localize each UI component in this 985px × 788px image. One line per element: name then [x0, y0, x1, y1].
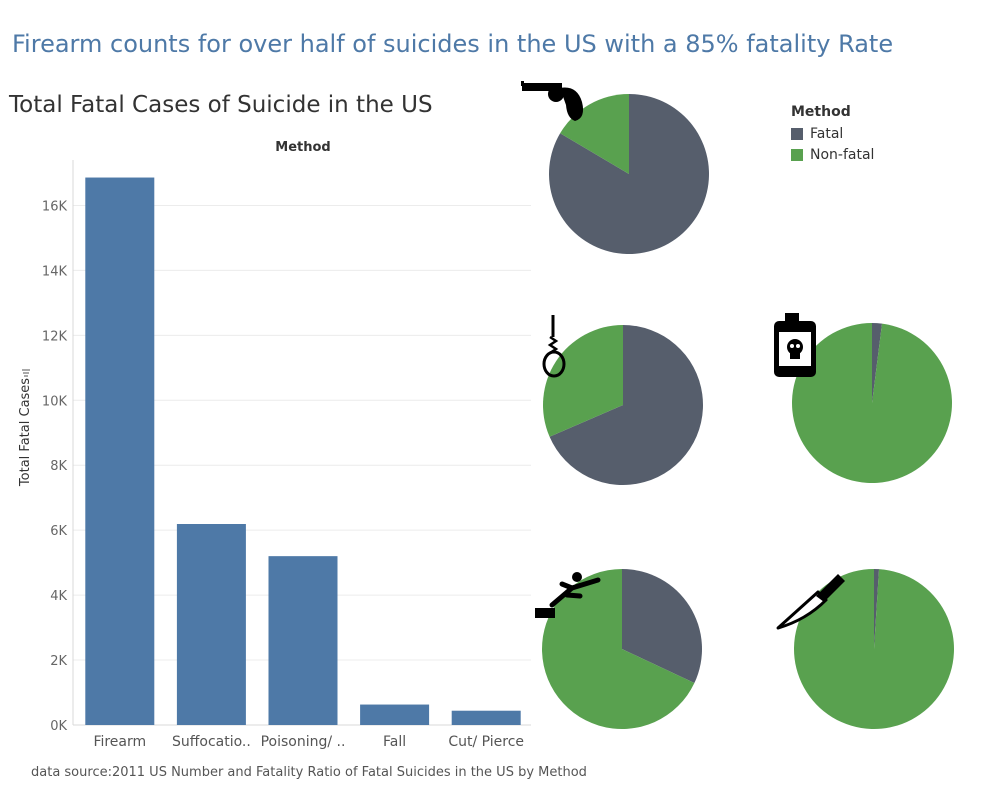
person-head — [572, 572, 582, 582]
x-tick-label: Suffocatio.. — [172, 734, 251, 750]
pie-slice-fatal — [622, 569, 703, 684]
y-tick-label: 10K — [42, 394, 68, 409]
legend-label-fatal: Fatal — [810, 125, 844, 142]
skull-jaw — [790, 352, 800, 359]
noose-icon — [542, 315, 566, 378]
knife-icon — [776, 574, 845, 630]
legend-title: Method — [791, 104, 851, 120]
pie-slice-fatal — [549, 325, 703, 485]
falling-person-icon — [535, 572, 601, 618]
bar — [451, 710, 521, 725]
gun-cylinder — [548, 86, 564, 102]
x-tick-label: Poisoning/ .. — [261, 734, 346, 750]
pie-slice-fatal — [874, 569, 880, 649]
bar — [176, 524, 246, 725]
pie-slice-nonfatal — [542, 569, 695, 729]
bar — [268, 556, 338, 725]
bar — [85, 177, 155, 725]
gun-icon — [521, 81, 584, 121]
x-tick-label: Cut/ Pierce — [448, 734, 524, 750]
bar — [360, 704, 430, 725]
pie-legend: Method Fatal Non-fatal — [791, 104, 874, 165]
gun-grip — [560, 87, 584, 121]
noose-knot — [547, 335, 559, 355]
y-tick-label: 2K — [50, 654, 67, 669]
skull-eye-right — [796, 344, 800, 348]
sort-icon — [22, 369, 30, 377]
y-tick-label: 12K — [42, 329, 68, 344]
bottle-cap — [785, 313, 799, 321]
poison-bottle-icon — [774, 313, 816, 377]
data-source-note: data source:2011 US Number and Fatality … — [31, 765, 587, 780]
y-tick-label: 8K — [50, 459, 67, 474]
legend-swatch-fatal — [791, 127, 803, 140]
skull-head — [787, 339, 803, 355]
legend-item-nonfatal[interactable]: Non-fatal — [791, 144, 874, 165]
knife-handle — [816, 574, 845, 602]
pie-slice-nonfatal — [791, 323, 952, 484]
y-tick-label: 14K — [42, 264, 68, 279]
pie-slice-nonfatal — [794, 569, 955, 729]
skull-eye-left — [790, 344, 794, 348]
legend-item-fatal[interactable]: Fatal — [791, 123, 874, 144]
bar-chart-title: Total Fatal Cases of Suicide in the US — [9, 92, 433, 118]
ledge — [535, 608, 555, 618]
gun-sight — [521, 81, 524, 86]
y-tick-label: 0K — [50, 719, 67, 734]
y-tick-label: 16K — [42, 199, 68, 214]
y-tick-label: 4K — [50, 589, 67, 604]
gun-barrel — [522, 83, 562, 91]
pie-slice-nonfatal — [543, 325, 623, 437]
pie-slice-fatal — [872, 323, 883, 403]
y-axis-label: Total Fatal Cases — [18, 378, 33, 487]
x-tick-label: Fall — [383, 734, 406, 750]
noose-loop — [542, 350, 566, 378]
legend-swatch-nonfatal — [791, 148, 803, 161]
page-headline: Firearm counts for over half of suicides… — [12, 30, 894, 58]
x-tick-label: Firearm — [93, 734, 146, 750]
person-body — [549, 577, 601, 608]
legend-label-nonfatal: Non-fatal — [810, 146, 875, 163]
bar-chart-header: Method — [275, 140, 330, 155]
y-tick-label: 6K — [50, 524, 67, 539]
